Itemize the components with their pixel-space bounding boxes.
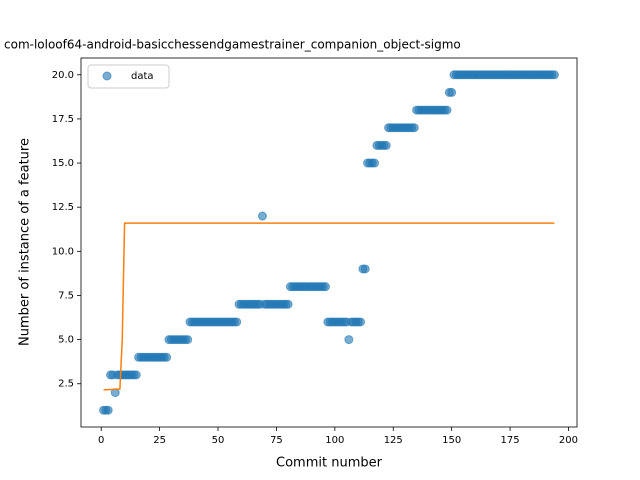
x-tick-label: 50: [212, 435, 225, 446]
data-point: [370, 158, 380, 168]
y-tick-label: 20.0: [52, 70, 74, 81]
data-point: [447, 87, 457, 97]
chart-title: com-loloof64-android-basicchessendgamest…: [4, 38, 461, 52]
data-point: [549, 70, 559, 80]
data-point: [442, 105, 452, 115]
x-axis-label: Commit number: [276, 456, 383, 471]
y-tick-label: 17.5: [52, 114, 74, 125]
x-tick-label: 100: [325, 435, 344, 446]
data-point: [409, 123, 419, 133]
y-tick-label: 7.5: [58, 290, 74, 301]
x-tick-label: 200: [559, 435, 578, 446]
legend-label: data: [131, 71, 154, 82]
fit-line: [103, 222, 555, 391]
data-point: [344, 335, 354, 345]
data-point: [183, 335, 193, 345]
x-tick-label: 25: [153, 435, 166, 446]
axes-frame: [80, 57, 578, 428]
data-point: [257, 211, 267, 221]
data-point: [356, 317, 366, 327]
data-point: [381, 140, 391, 150]
x-tick-label: 75: [270, 435, 283, 446]
data-point: [320, 282, 330, 292]
legend-box: [87, 64, 170, 89]
y-tick-label: 15.0: [52, 158, 74, 169]
data-point: [232, 317, 242, 327]
x-tick-label: 175: [501, 435, 520, 446]
y-tick-label: 2.5: [58, 379, 74, 390]
data-point: [131, 370, 141, 380]
data-point: [360, 264, 370, 274]
x-tick-label: 150: [442, 435, 461, 446]
data-point: [162, 352, 172, 362]
y-tick-label: 10.0: [52, 246, 74, 257]
legend-marker: [102, 71, 112, 81]
y-axis-label: Number of instance of a feature: [18, 138, 33, 346]
data-point: [103, 405, 113, 415]
data-point: [283, 299, 293, 309]
x-tick-label: 125: [384, 435, 403, 446]
y-tick-label: 5.0: [58, 335, 74, 346]
y-tick-label: 12.5: [52, 202, 74, 213]
x-tick-label: 0: [98, 435, 104, 446]
